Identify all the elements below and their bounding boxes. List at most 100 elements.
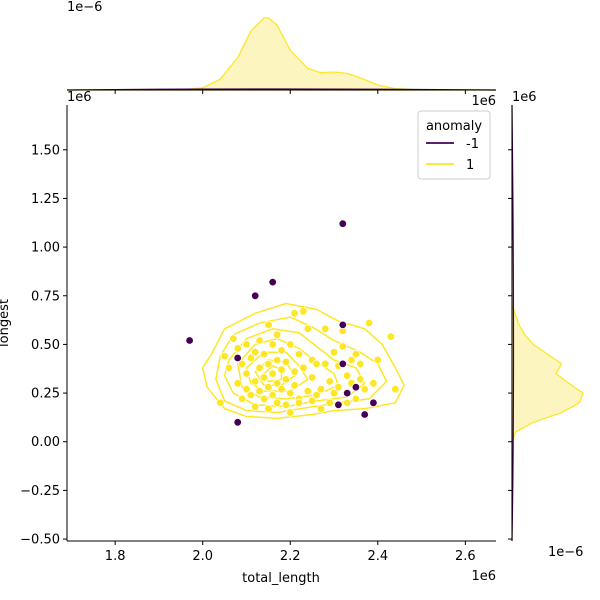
x-tick-label: 2.2 [280,549,301,564]
legend-entry-label: -1 [466,137,479,152]
right-marginal-axes [508,104,584,542]
data-point [286,340,295,349]
data-point [268,277,277,287]
data-point [259,349,269,359]
y-tick-label: −0.50 [20,533,60,548]
data-point [272,355,282,365]
data-point [246,353,256,363]
data-point [338,320,347,330]
x-axis-label: total_length [242,571,320,586]
data-point [268,390,277,400]
data-point [264,404,273,413]
data-point [255,386,264,396]
data-point [299,307,308,316]
data-point [250,377,260,386]
data-point [242,385,251,394]
data-point [220,351,229,361]
data-point [233,379,242,388]
legend: anomaly -1 1 [417,110,491,180]
data-point [347,355,356,365]
data-point [233,344,242,353]
data-point [290,309,299,318]
top-marginal-axes [66,17,497,94]
data-point [229,334,238,343]
data-point [338,342,347,351]
data-point [277,365,286,374]
data-point [255,336,264,345]
x-tick-label: 2.6 [455,549,476,564]
data-point [338,359,347,369]
y-axis-label: longest [0,299,12,347]
x-tick-label: 2.0 [192,549,213,564]
y-offset-label: 1e6 [67,90,92,105]
data-point [386,332,396,341]
series-1 [215,307,400,417]
data-point [250,402,260,411]
data-point [255,363,264,372]
y-tick-label: 0.00 [31,435,60,450]
data-point [369,379,378,388]
data-point [343,388,352,398]
data-point [356,375,365,384]
data-point [334,400,343,409]
data-point [360,385,369,394]
x-offset-label-top: 1e6 [471,94,496,109]
data-point [272,330,282,339]
right-marginal-anomaly-density [511,104,515,542]
data-point [290,381,299,390]
data-point [242,340,251,349]
y-tick-label: 1.00 [31,241,60,256]
data-point [281,400,291,409]
data-point [290,367,299,376]
data-point [264,383,273,392]
data-point [316,385,326,394]
data-point [334,383,343,392]
data-point [391,385,400,394]
data-point [303,386,312,396]
data-point [325,377,334,386]
data-point [294,398,304,407]
data-point [329,348,339,357]
data-point [351,349,361,359]
data-point [321,359,330,369]
data-point [259,373,269,382]
series--1 [185,219,378,427]
x-offset-label: 1e6 [471,569,496,584]
data-point [360,410,369,419]
data-point [369,398,378,407]
y-tick-label: −0.25 [20,484,60,499]
top-marginal-offset-label: 1e−6 [67,0,102,15]
data-point [259,394,269,404]
data-point [242,369,251,378]
legend-entry-label: 1 [466,158,474,173]
kde-contour [215,316,388,414]
legend-frame [417,110,491,180]
top-marginal-density [67,17,496,91]
data-point [316,404,326,413]
kde-contour [201,302,405,420]
data-point [272,398,282,407]
data-point [277,385,286,394]
data-point [185,336,194,345]
kde-contour [263,365,283,383]
data-point [294,349,304,359]
data-point [268,340,277,349]
data-point [237,359,247,369]
data-point [268,369,277,378]
joint-axes: 1.8 2.0 2.2 2.4 2.6 −0.50 −0.25 0.00 0.25 0.50 0.7… [20,105,496,564]
data-point [264,359,273,369]
data-point [307,373,317,382]
data-point [233,353,242,363]
y-tick-label: 0.25 [31,387,60,402]
data-point [307,396,317,406]
data-point [312,390,321,400]
right-marginal-density [511,105,584,541]
right-marginal-offset-label: 1e−6 [548,545,583,560]
data-point [338,219,347,228]
data-point [364,318,374,328]
data-point [286,388,295,398]
data-point [224,363,234,372]
data-point [343,398,352,407]
kde-contour [236,337,340,400]
